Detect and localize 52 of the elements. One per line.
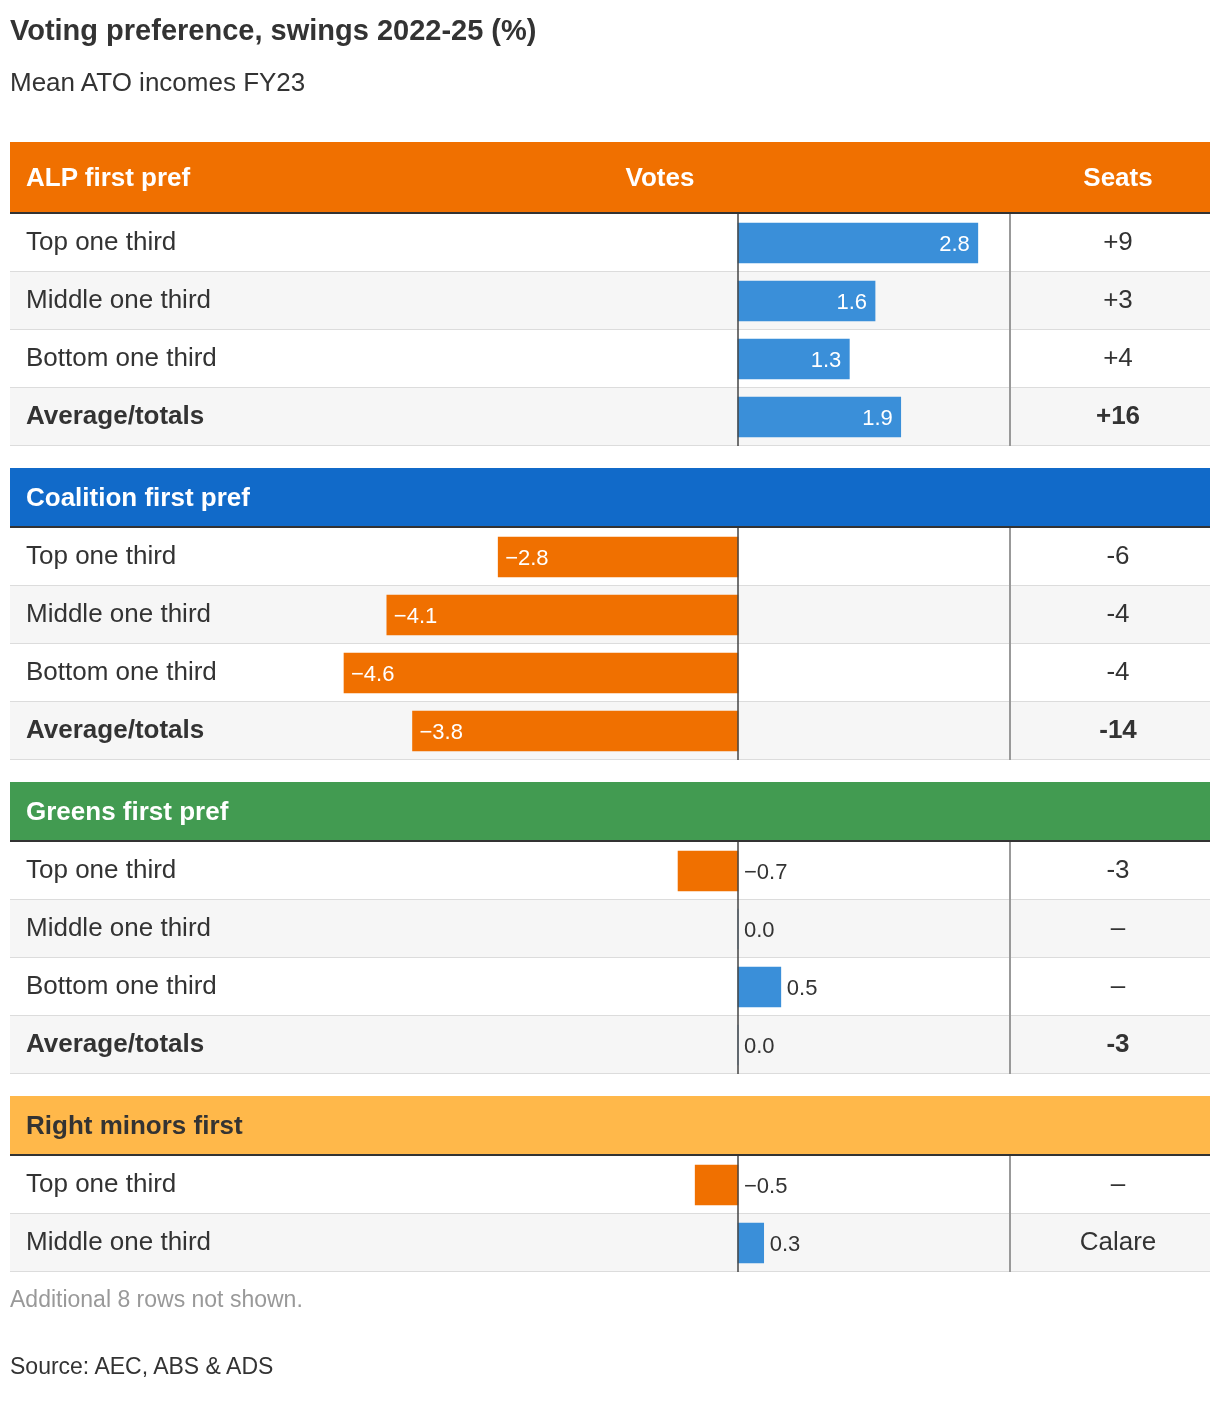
category-label: Average/totals (26, 1028, 205, 1059)
y2-tick-label: +4 (1103, 342, 1133, 373)
y2-tick-label: +9 (1103, 226, 1133, 257)
category-label: Average/totals (26, 714, 205, 745)
category-label: Middle one third (26, 284, 211, 315)
y2-tick-label: +3 (1103, 284, 1133, 315)
category-label: Top one third (26, 854, 177, 885)
y2-tick-label: -4 (1106, 656, 1130, 687)
data-label: −2.8 (505, 545, 549, 571)
y2-tick-label: -6 (1106, 540, 1130, 571)
category-label: Bottom one third (26, 970, 217, 1001)
data-label: 0.0 (744, 1033, 775, 1059)
y2-tick-label: -14 (1099, 714, 1138, 745)
data-label: −4.1 (393, 603, 438, 629)
y2-tick-label: -4 (1106, 598, 1130, 629)
category-label: Top one third (26, 226, 177, 257)
data-label: 1.6 (836, 289, 868, 315)
data-label: −0.5 (744, 1173, 788, 1199)
y-axis-title: Coalition first pref (26, 481, 250, 513)
text: Voting preference, swings 2022-25 (%) (10, 14, 538, 47)
category-label: Top one third (26, 1168, 177, 1199)
y2-tick-label: – (1110, 1168, 1126, 1199)
data-label: −4.6 (351, 661, 395, 687)
category-label: Middle one third (26, 1226, 211, 1257)
y-axis-title: Right minors first (26, 1109, 243, 1141)
y-axis-title: Greens first pref (26, 795, 229, 827)
text: Additional 8 rows not shown. (10, 1286, 304, 1313)
y2-tick-label: -3 (1106, 1028, 1130, 1059)
data-label: 0.0 (744, 917, 775, 943)
data-label: 2.8 (939, 231, 970, 257)
text: Mean ATO incomes FY23 (10, 67, 307, 98)
y2-tick-label: +16 (1095, 400, 1141, 431)
x-axis-title: Votes (625, 161, 695, 193)
y2-tick-label: -3 (1106, 854, 1130, 885)
y-axis-title: ALP first pref (26, 161, 191, 193)
y2-tick-label: – (1110, 912, 1126, 943)
category-label: Top one third (26, 540, 177, 571)
y2-tick-label: – (1110, 970, 1126, 1001)
category-label: Bottom one third (26, 342, 217, 373)
source-note: Source: AEC, ABS & ADS (10, 1353, 275, 1380)
data-label: 0.3 (769, 1231, 801, 1257)
category-label: Middle one third (26, 912, 211, 943)
data-label: 1.3 (810, 347, 842, 373)
data-label: 1.9 (862, 405, 893, 431)
data-label: −0.7 (744, 859, 788, 885)
category-label: Middle one third (26, 598, 211, 629)
data-label: 0.5 (786, 975, 818, 1001)
y2-tick-label: Calare (1079, 1226, 1157, 1257)
category-label: Bottom one third (26, 656, 217, 687)
category-label: Average/totals (26, 400, 205, 431)
data-label: −3.8 (419, 719, 463, 745)
y2-axis-title: Seats (1083, 161, 1153, 193)
